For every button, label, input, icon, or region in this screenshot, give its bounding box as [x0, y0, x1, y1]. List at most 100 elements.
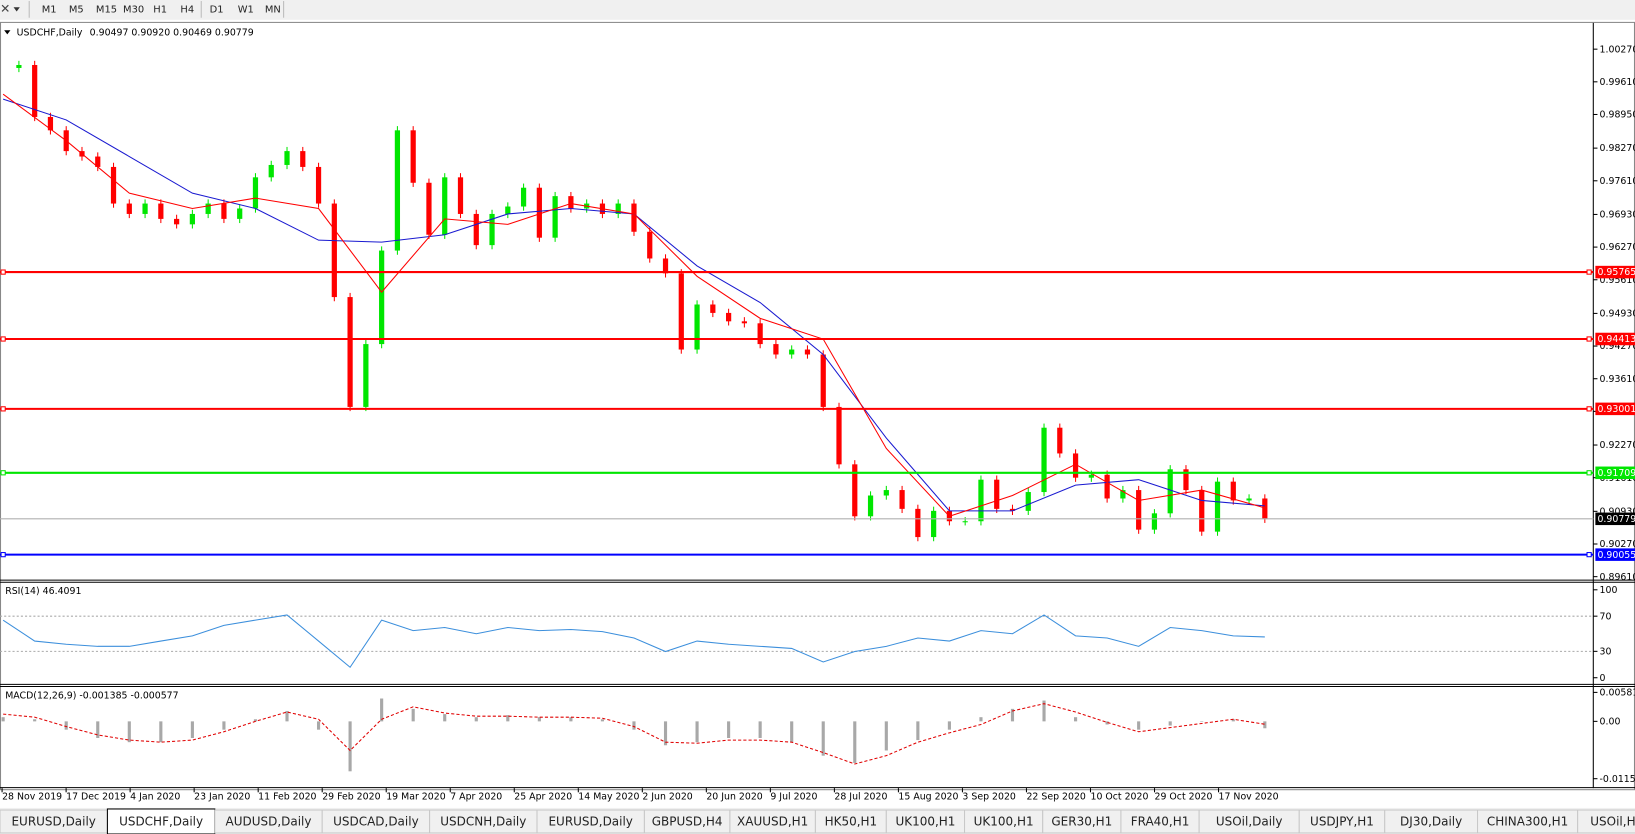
candle-body — [536, 187, 542, 238]
current-price-box — [1595, 512, 1635, 526]
price-tick-label: 0.90270 — [1600, 539, 1635, 550]
candle-body — [962, 521, 968, 523]
macd-bar — [1042, 700, 1046, 722]
level-handle[interactable] — [1586, 269, 1592, 275]
candle-body — [520, 187, 527, 207]
macd-bar — [632, 721, 636, 730]
level-handle[interactable] — [1586, 470, 1592, 476]
date-label: 29 Feb 2020 — [322, 792, 380, 803]
level-handle[interactable] — [0, 269, 6, 275]
candle-body — [1104, 474, 1110, 499]
candle-body — [1088, 474, 1094, 478]
candle-body — [394, 130, 401, 251]
date-label: 10 Oct 2020 — [1090, 792, 1148, 803]
tab-label[interactable]: GER30,H1 — [1051, 815, 1112, 829]
candle-body — [694, 304, 700, 350]
date-label: 11 Feb 2020 — [258, 792, 316, 803]
macd-bar — [285, 710, 289, 722]
tab-label[interactable]: USOil,Daily — [1216, 815, 1283, 829]
macd-bar — [884, 721, 888, 751]
tab-label[interactable]: DJ30,Daily — [1400, 815, 1462, 829]
candle-body — [1041, 427, 1047, 493]
candle-body — [915, 508, 921, 538]
tab-label[interactable]: USDCNH,Daily — [440, 815, 526, 829]
candle-body — [252, 177, 259, 209]
macd-bar — [947, 721, 951, 730]
candle-body — [615, 203, 621, 214]
timeframe-button[interactable]: M5 — [69, 5, 84, 16]
macd-bar — [1263, 721, 1267, 729]
level-handle[interactable] — [0, 552, 6, 558]
timeframe-button[interactable]: D1 — [210, 5, 224, 16]
candle-body — [174, 218, 180, 225]
candle-body — [158, 203, 164, 219]
candle-body — [757, 323, 763, 345]
candle-body — [1151, 513, 1158, 530]
timeframe-button[interactable]: M1 — [42, 5, 57, 16]
date-label: 28 Jul 2020 — [834, 792, 887, 803]
level-handle[interactable] — [0, 336, 6, 342]
rsi-tick-label: 0 — [1600, 673, 1606, 684]
tab-label[interactable]: USDJPY,H1 — [1310, 815, 1374, 829]
tab-label[interactable]: AUDUSD,Daily — [226, 815, 312, 829]
tab-label[interactable]: USDCAD,Daily — [333, 815, 419, 829]
tab-label[interactable]: GBPUSD,H4 — [652, 815, 723, 829]
tab-label[interactable]: FRA40,H1 — [1131, 815, 1190, 829]
chart-quote: 0.90497 0.90920 0.90469 0.90779 — [90, 27, 254, 38]
tab-label[interactable]: CHINA300,H1 — [1487, 815, 1568, 829]
tab-label[interactable]: EURUSD,Daily — [11, 815, 95, 829]
rsi-tick-label: 100 — [1600, 585, 1618, 596]
collapse-arrow[interactable] — [4, 30, 11, 35]
level-price-box — [1595, 265, 1635, 279]
macd-bar — [790, 721, 794, 743]
timeframe-button[interactable]: M30 — [123, 5, 144, 16]
active-tab[interactable] — [106, 808, 216, 834]
level-handle[interactable] — [0, 470, 6, 476]
macd-bar — [127, 721, 131, 743]
date-label: 15 Aug 2020 — [898, 792, 958, 803]
macd-bar — [727, 721, 731, 738]
tab-label[interactable]: USOil,H1 — [1590, 815, 1635, 829]
candle-body — [662, 258, 669, 274]
timeframe-button[interactable]: W1 — [238, 5, 254, 16]
macd-bar — [1231, 719, 1235, 722]
candle-body — [505, 206, 511, 214]
tab-label[interactable]: UK100,H1 — [895, 815, 955, 829]
tab-label[interactable]: XAUUSD,H1 — [737, 815, 808, 829]
level-handle[interactable] — [1586, 552, 1592, 558]
price-tick-label: 0.90930 — [1600, 506, 1635, 517]
timeframe-button[interactable]: H1 — [153, 5, 167, 16]
dropdown-arrow[interactable] — [13, 7, 20, 12]
candle-body — [95, 156, 101, 167]
level-handle[interactable] — [1586, 336, 1592, 342]
tab-label[interactable]: EURUSD,Daily — [548, 815, 632, 829]
date-label: 20 Jun 2020 — [706, 792, 762, 803]
level-handle[interactable] — [0, 406, 6, 412]
price-tick-label: 0.99610 — [1600, 77, 1635, 88]
candle-body — [726, 312, 732, 322]
price-tick-label: 0.96930 — [1600, 210, 1635, 221]
macd-bar — [96, 721, 100, 738]
price-tick-label: 0.96270 — [1600, 242, 1635, 253]
price-tick-label: 1.00270 — [1600, 44, 1635, 55]
price-tick-label: 0.95610 — [1600, 275, 1635, 286]
date-label: 14 May 2020 — [578, 792, 639, 803]
tab-label[interactable]: USDCHF,Daily — [119, 815, 203, 829]
macd-title: MACD(12,26,9) -0.001385 -0.000577 — [5, 690, 178, 701]
tool-icon[interactable] — [1, 4, 9, 12]
tab[interactable] — [1577, 809, 1635, 834]
timeframe-button[interactable]: MN — [265, 5, 281, 16]
tab-label[interactable]: HK50,H1 — [825, 815, 878, 829]
candle-body — [32, 64, 38, 117]
level-handle[interactable] — [1586, 406, 1592, 412]
candle-body — [473, 213, 479, 246]
tab-label[interactable]: UK100,H1 — [974, 815, 1034, 829]
timeframe-button[interactable]: M15 — [96, 5, 117, 16]
price-tick-label: 0.98270 — [1600, 143, 1635, 154]
macd-signal — [3, 703, 1265, 765]
candle-body — [426, 182, 432, 235]
timeframe-button[interactable]: H4 — [180, 5, 194, 16]
candle-body — [126, 203, 132, 214]
macd-bar — [853, 721, 857, 763]
candle-body — [1025, 492, 1031, 511]
